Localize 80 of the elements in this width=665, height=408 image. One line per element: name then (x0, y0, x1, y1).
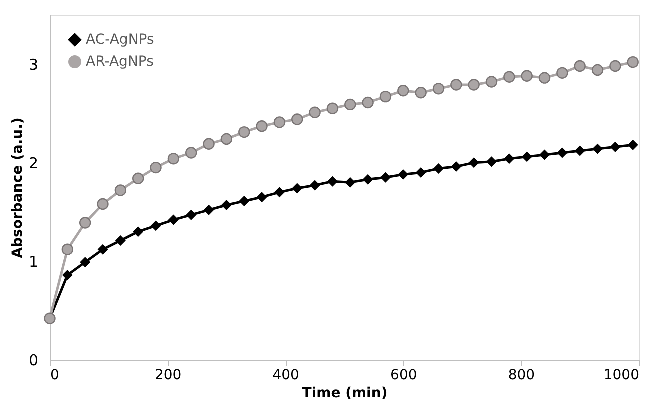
x-axis-title: Time (min) (302, 386, 388, 402)
point (380, 172, 391, 183)
point (310, 180, 320, 191)
point (504, 71, 516, 83)
point (557, 148, 568, 158)
point (592, 144, 604, 154)
point (98, 244, 108, 255)
point (486, 76, 498, 88)
point (221, 200, 232, 210)
point (274, 116, 286, 128)
point (433, 164, 444, 174)
y-axis-title: Absorbance (a.u.) (10, 118, 26, 258)
point (79, 217, 92, 229)
point (538, 72, 551, 84)
point (610, 60, 622, 72)
point (239, 196, 250, 207)
y-tick-label: 1 (28, 252, 38, 271)
y-tick-label: 3 (28, 56, 38, 74)
point (204, 204, 214, 216)
point (362, 174, 374, 185)
point (326, 102, 339, 114)
point (592, 64, 604, 76)
point (628, 140, 638, 150)
point (309, 106, 321, 118)
point (522, 152, 532, 162)
point (62, 270, 73, 280)
legend-label: AR-AgNPs (86, 54, 154, 70)
point (398, 85, 410, 97)
point (292, 114, 304, 126)
point (450, 79, 462, 91)
point (168, 153, 180, 165)
point (380, 90, 392, 103)
point (186, 210, 197, 220)
point (468, 158, 480, 168)
point (327, 176, 338, 187)
x-tick-label: 1000 (604, 368, 640, 384)
point (80, 257, 91, 268)
point (274, 187, 285, 198)
point (574, 146, 586, 156)
point (114, 184, 127, 196)
point (432, 83, 445, 95)
legend-label: AC-AgNPs (86, 32, 154, 48)
x-tick-label: 0 (50, 368, 60, 384)
point (292, 183, 303, 194)
point (256, 192, 268, 203)
point (521, 70, 533, 82)
point (556, 67, 568, 79)
point (150, 220, 162, 232)
point (574, 60, 586, 72)
point (610, 142, 621, 152)
x-tick-label: 800 (508, 368, 536, 384)
point (627, 56, 639, 68)
point (344, 98, 356, 111)
point (62, 244, 74, 256)
point (133, 226, 144, 238)
point (238, 126, 250, 138)
y-tick-label: 0 (28, 352, 38, 370)
point (504, 154, 515, 164)
point (398, 169, 409, 180)
point (203, 138, 215, 150)
point (486, 156, 497, 168)
point (345, 177, 356, 188)
point (220, 133, 233, 146)
x-tick-label: 200 (154, 368, 182, 384)
y-tick-label: 2 (28, 154, 38, 172)
point (416, 167, 426, 178)
point (150, 162, 162, 174)
point (468, 79, 480, 91)
point (168, 214, 179, 226)
point (97, 198, 109, 210)
point (362, 96, 374, 109)
point (115, 235, 126, 246)
point (415, 87, 427, 99)
point (186, 147, 198, 159)
point (451, 162, 462, 172)
point (256, 120, 268, 132)
x-tick-label: 600 (390, 368, 418, 384)
x-tick-label: 400 (272, 368, 300, 384)
point (540, 150, 550, 160)
point (132, 172, 144, 184)
